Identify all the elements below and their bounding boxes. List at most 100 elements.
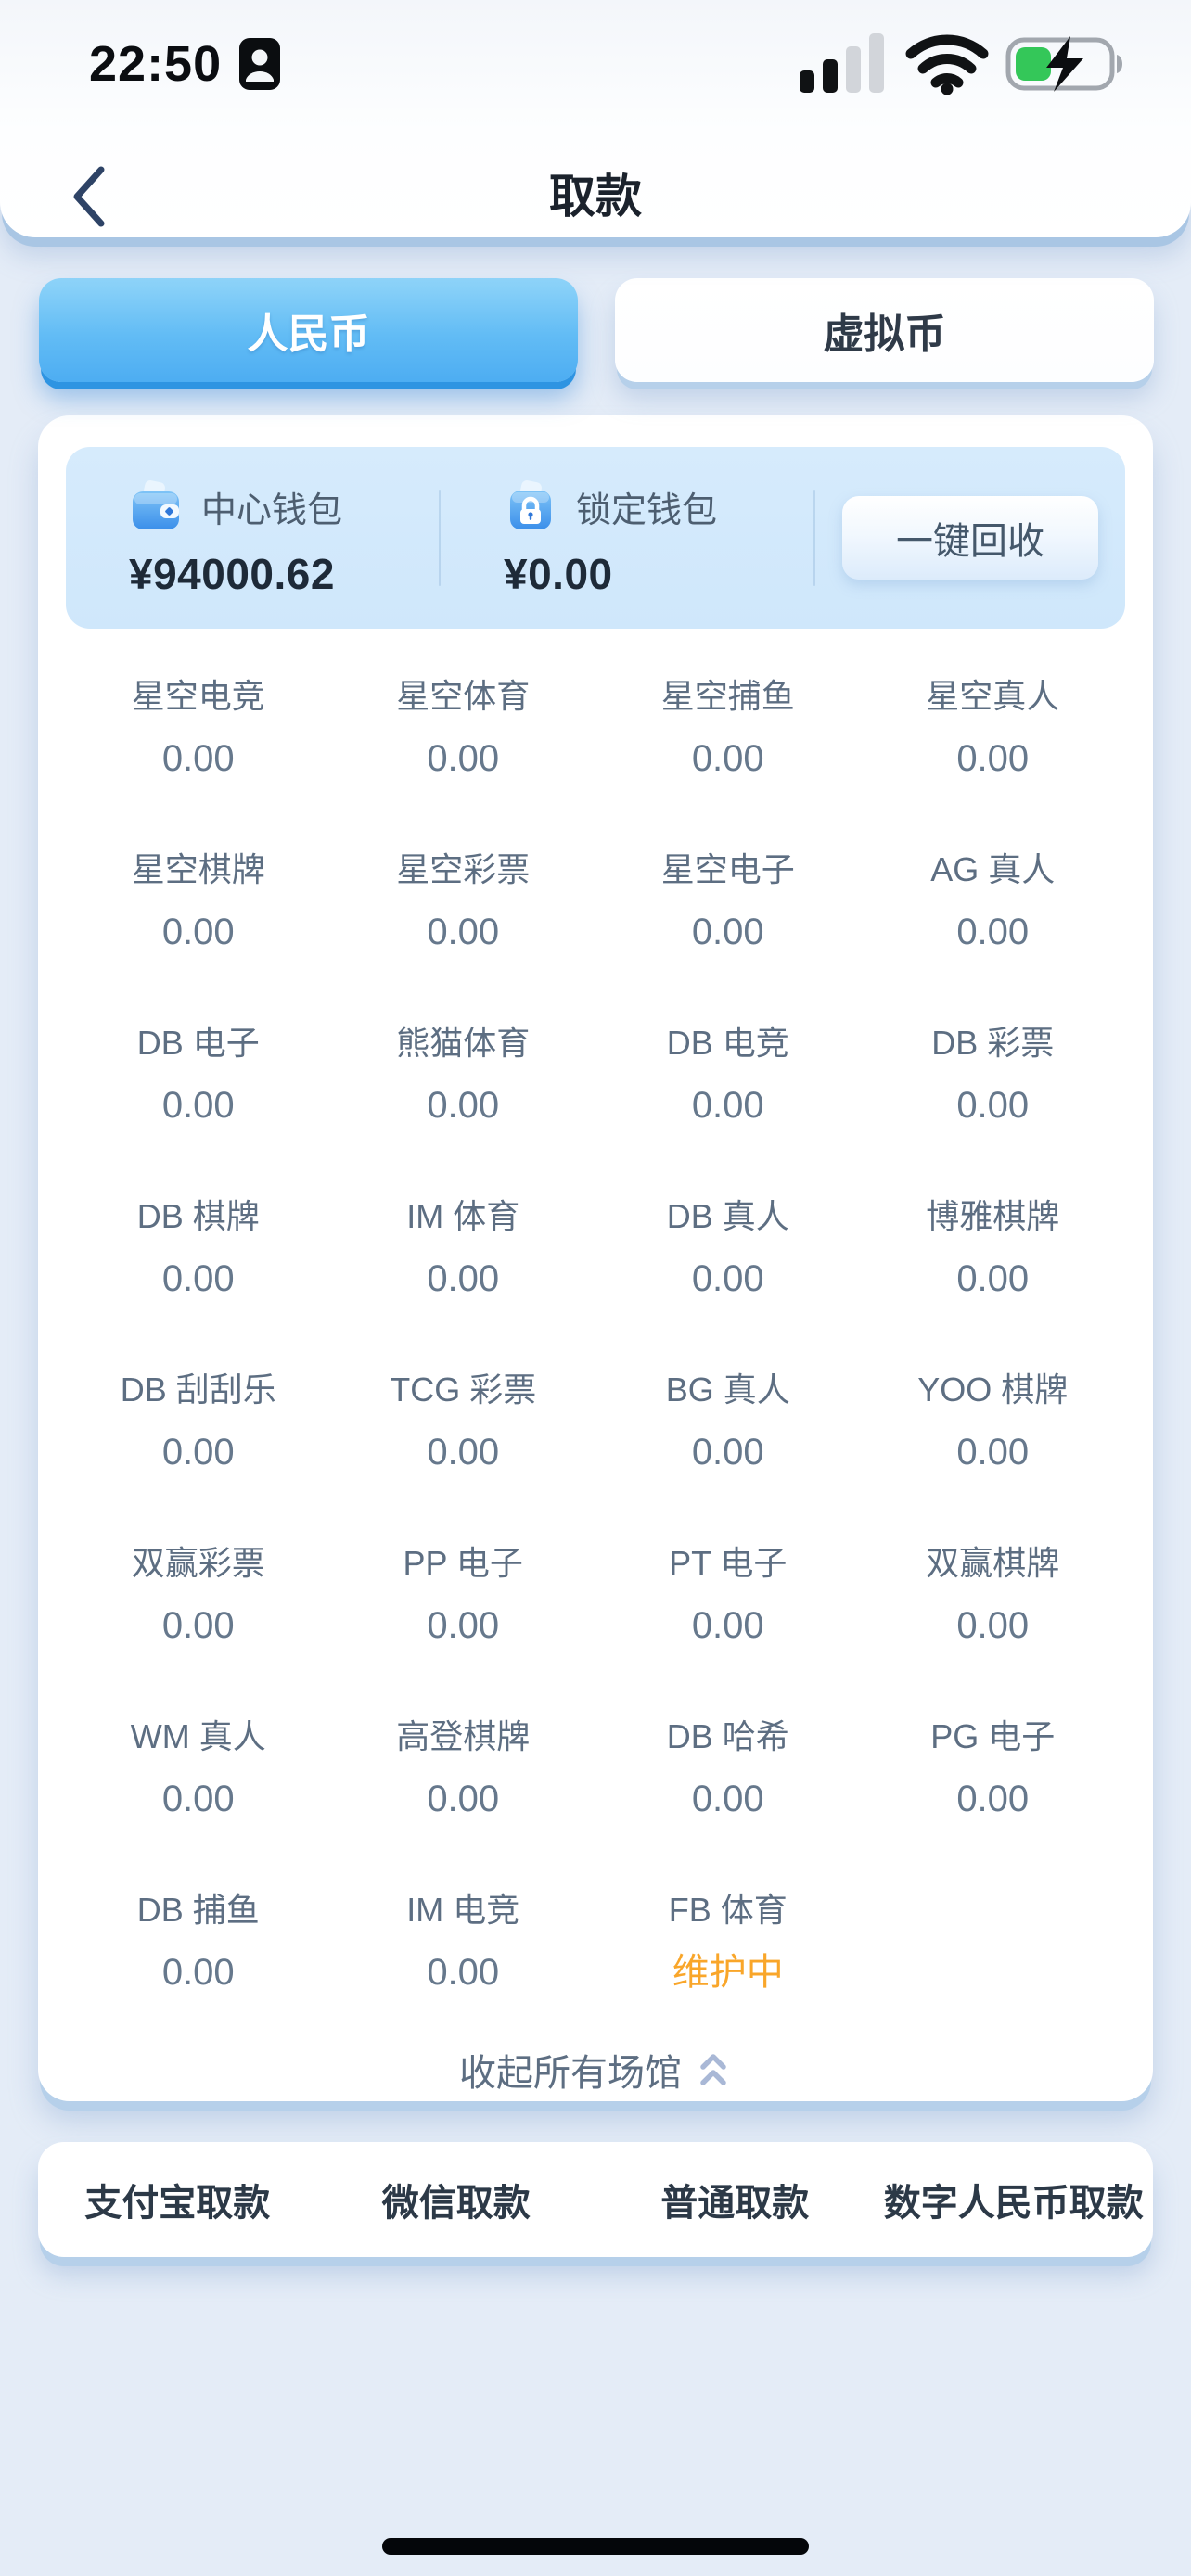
venue-cell[interactable]: WM 真人 0.00 — [66, 1691, 331, 1865]
locked-wallet-section: 锁定钱包 ¥0.00 — [441, 477, 813, 599]
chevrons-up-icon — [695, 2049, 732, 2090]
venue-balance: 0.00 — [691, 1085, 764, 1126]
venue-label: DB 棋牌 — [136, 1197, 260, 1235]
tab-rmb[interactable]: 人民币 — [39, 278, 578, 382]
venue-label: IM 体育 — [406, 1197, 520, 1235]
venue-cell[interactable]: DB 彩票 0.00 — [861, 998, 1126, 1171]
venue-label: 星空电子 — [660, 850, 795, 888]
venue-cell[interactable]: DB 刮刮乐 0.00 — [66, 1345, 331, 1518]
venue-cell[interactable]: DB 电子 0.00 — [66, 998, 331, 1171]
venue-balance: 0.00 — [161, 1432, 235, 1473]
withdraw-method[interactable]: 普通取款 — [660, 2183, 810, 2224]
venue-cell[interactable]: 星空棋牌 0.00 — [66, 824, 331, 998]
withdraw-method[interactable]: 数字人民币取款 — [883, 2183, 1144, 2224]
divider — [813, 490, 815, 586]
venue-cell[interactable]: DB 捕鱼 0.00 — [66, 1865, 331, 2038]
venue-balance: 0.00 — [427, 912, 500, 952]
locked-wallet-label: 锁定钱包 — [576, 491, 718, 530]
venue-cell[interactable]: AG 真人 0.00 — [861, 824, 1126, 998]
collapse-all-venues[interactable]: 收起所有场馆 — [38, 2038, 1153, 2101]
locked-wallet-amount: ¥0.00 — [504, 550, 613, 598]
wallet-card: 中心钱包 ¥94000.62 — [38, 415, 1153, 2101]
venue-balance: 0.00 — [956, 738, 1030, 779]
venue-label: IM 电竞 — [406, 1891, 520, 1929]
venue-label: PT 电子 — [669, 1544, 788, 1582]
venue-label: BG 真人 — [665, 1371, 790, 1409]
nav-bar: 取款 — [0, 156, 1191, 237]
venue-balance: 0.00 — [161, 1952, 235, 1993]
venue-cell[interactable]: 星空捕鱼 0.00 — [596, 651, 861, 824]
venue-label: PP 电子 — [403, 1544, 523, 1582]
venue-balance: 0.00 — [427, 1432, 500, 1473]
venue-label: 星空电竞 — [131, 677, 265, 715]
venue-balance: 0.00 — [691, 738, 764, 779]
center-wallet-amount: ¥94000.62 — [129, 550, 335, 598]
one-key-recycle-button[interactable]: 一键回收 — [842, 496, 1098, 580]
venue-label: 双赢棋牌 — [926, 1544, 1060, 1582]
venue-label: PG 电子 — [930, 1717, 1056, 1755]
venue-cell[interactable]: 星空电子 0.00 — [596, 824, 861, 998]
venue-label: 星空棋牌 — [131, 850, 265, 888]
venue-balance: 0.00 — [161, 1779, 235, 1819]
venue-cell[interactable]: PP 电子 0.00 — [331, 1518, 596, 1691]
venue-balance: 0.00 — [956, 1779, 1030, 1819]
venue-label: 星空捕鱼 — [660, 677, 795, 715]
tab-crypto[interactable]: 虚拟币 — [615, 278, 1154, 382]
venue-cell[interactable]: 双赢彩票 0.00 — [66, 1518, 331, 1691]
venue-cell[interactable]: 熊猫体育 0.00 — [331, 998, 596, 1171]
venue-balance: 0.00 — [427, 1779, 500, 1819]
venue-label: 熊猫体育 — [396, 1024, 531, 1062]
venue-cell[interactable]: BG 真人 0.00 — [596, 1345, 861, 1518]
venue-label: 博雅棋牌 — [926, 1197, 1060, 1235]
withdraw-method[interactable]: 支付宝取款 — [84, 2183, 271, 2224]
venue-cell[interactable]: 星空体育 0.00 — [331, 651, 596, 824]
venue-balance: 维护中 — [672, 1952, 784, 1993]
venue-cell[interactable]: 星空彩票 0.00 — [331, 824, 596, 998]
venue-balance: 0.00 — [161, 738, 235, 779]
battery-charging-icon — [1005, 34, 1130, 94]
venue-label: DB 彩票 — [931, 1024, 1055, 1062]
venue-cell[interactable]: YOO 棋牌 0.00 — [861, 1345, 1126, 1518]
back-button[interactable] — [67, 163, 111, 230]
withdraw-method[interactable]: 微信取款 — [381, 2183, 531, 2224]
venue-cell[interactable]: PT 电子 0.00 — [596, 1518, 861, 1691]
venue-cell[interactable]: DB 真人 0.00 — [596, 1171, 861, 1345]
contact-badge-icon — [238, 36, 281, 92]
venue-cell[interactable]: 双赢棋牌 0.00 — [861, 1518, 1126, 1691]
venue-balance: 0.00 — [691, 1432, 764, 1473]
venue-label: WM 真人 — [130, 1717, 266, 1755]
venue-balance: 0.00 — [427, 1258, 500, 1299]
venue-balance: 0.00 — [691, 1258, 764, 1299]
venue-cell[interactable]: 博雅棋牌 0.00 — [861, 1171, 1126, 1345]
venue-cell[interactable]: TCG 彩票 0.00 — [331, 1345, 596, 1518]
venue-label: TCG 彩票 — [390, 1371, 537, 1409]
page-title: 取款 — [549, 171, 642, 223]
venue-cell[interactable]: DB 电竞 0.00 — [596, 998, 861, 1171]
venue-cell[interactable]: DB 哈希 0.00 — [596, 1691, 861, 1865]
venue-cell[interactable]: 星空电竞 0.00 — [66, 651, 331, 824]
venue-label: DB 捕鱼 — [136, 1891, 260, 1929]
venue-cell[interactable]: 星空真人 0.00 — [861, 651, 1126, 824]
lock-icon — [504, 479, 557, 533]
venue-balance: 0.00 — [161, 912, 235, 952]
venue-cell[interactable]: DB 棋牌 0.00 — [66, 1171, 331, 1345]
venue-label: DB 刮刮乐 — [120, 1371, 276, 1409]
venue-balance: 0.00 — [427, 1952, 500, 1993]
venues-grid: 星空电竞 0.00 星空体育 0.00 星空捕鱼 0.00 星空真人 0.00 — [66, 651, 1125, 2038]
home-indicator[interactable] — [382, 2538, 809, 2555]
venue-balance: 0.00 — [427, 738, 500, 779]
venue-cell[interactable]: FB 体育 维护中 — [596, 1865, 861, 2038]
venue-cell[interactable]: IM 体育 0.00 — [331, 1171, 596, 1345]
venue-cell[interactable]: IM 电竞 0.00 — [331, 1865, 596, 2038]
wallet-icon — [129, 479, 183, 533]
status-time: 22:50 — [89, 36, 223, 92]
venue-balance: 0.00 — [956, 1605, 1030, 1646]
venue-cell[interactable]: PG 电子 0.00 — [861, 1691, 1126, 1865]
venue-balance: 0.00 — [956, 1258, 1030, 1299]
wifi-icon — [905, 33, 989, 95]
venue-label: DB 电子 — [136, 1024, 260, 1062]
venue-label: AG 真人 — [930, 850, 1056, 888]
venue-label: DB 真人 — [666, 1197, 789, 1235]
venue-cell[interactable]: 高登棋牌 0.00 — [331, 1691, 596, 1865]
currency-tabs: 人民币 虚拟币 — [39, 278, 1154, 382]
